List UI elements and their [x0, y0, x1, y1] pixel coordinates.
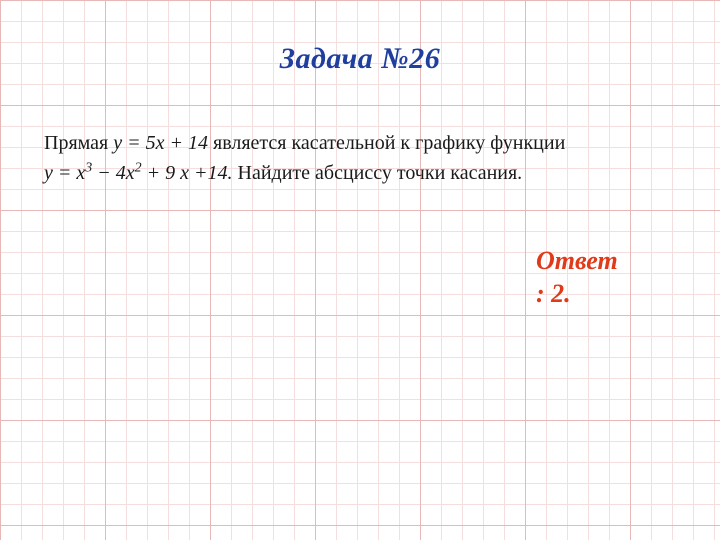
problem-text-3: Найдите абсциссу точки касания. — [233, 162, 523, 184]
equation-2-part1: y = x — [44, 162, 85, 184]
answer-sep: : — [536, 279, 551, 308]
equation-2-part3: + 9 x +14. — [142, 162, 233, 184]
title-number: 26 — [409, 42, 440, 75]
problem-text-1: Прямая — [44, 132, 113, 154]
problem-statement: Прямая y = 5x + 14 является касательной … — [44, 128, 660, 188]
equation-2-part2: − 4x — [92, 162, 134, 184]
answer-value: 2. — [551, 279, 571, 308]
answer-block: Ответ: 2. — [536, 245, 666, 310]
problem-text-2: является касательной к графику функции — [208, 132, 565, 154]
title-prefix: Задача № — [280, 42, 409, 75]
answer-label: Ответ — [536, 246, 618, 275]
equation-1: y = 5x + 14 — [113, 132, 208, 154]
slide-title: Задача №26 — [0, 42, 720, 76]
slide-content: Задача №26 Прямая y = 5x + 14 является к… — [0, 0, 720, 540]
equation-2-sup2: 2 — [135, 160, 142, 175]
